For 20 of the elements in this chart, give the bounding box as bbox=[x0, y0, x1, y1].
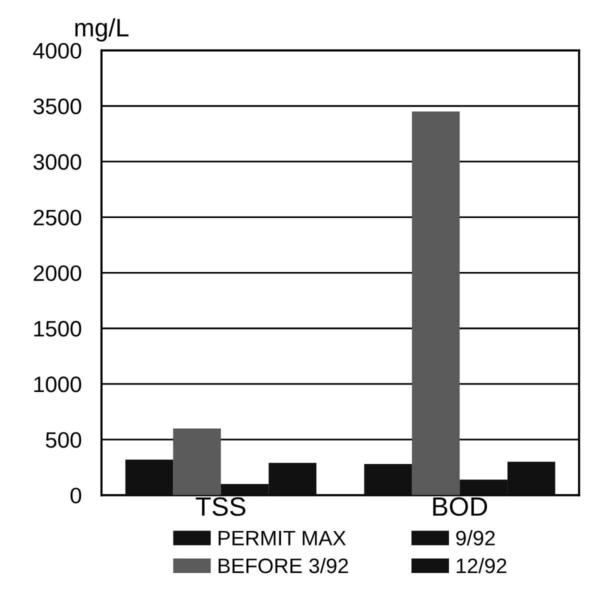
y-tick-label: 1000 bbox=[34, 376, 82, 392]
legend-label: PERMIT MAX bbox=[218, 530, 346, 546]
bar bbox=[125, 460, 174, 496]
legend-label: 12/92 bbox=[456, 558, 506, 574]
bar bbox=[412, 112, 460, 496]
y-tick-label: 1500 bbox=[34, 320, 82, 337]
y-axis-title: mg/L bbox=[75, 18, 128, 42]
x-tick-label: TSS bbox=[196, 497, 246, 516]
y-tick-label: 2000 bbox=[34, 265, 82, 282]
legend-label: BEFORE 3/92 bbox=[218, 558, 348, 574]
y-tick-label: 500 bbox=[46, 432, 82, 448]
y-tick-label: 4000 bbox=[33, 42, 82, 59]
y-tick-label: 3500 bbox=[33, 98, 82, 114]
bar bbox=[173, 428, 221, 496]
x-tick-label: BOD bbox=[433, 497, 488, 516]
y-tick-label: 0 bbox=[70, 488, 82, 504]
legend-label: 9/92 bbox=[456, 530, 495, 546]
bar bbox=[364, 464, 412, 496]
y-tick-label: 2500 bbox=[34, 210, 82, 226]
y-tick-label: 3000 bbox=[33, 154, 82, 170]
